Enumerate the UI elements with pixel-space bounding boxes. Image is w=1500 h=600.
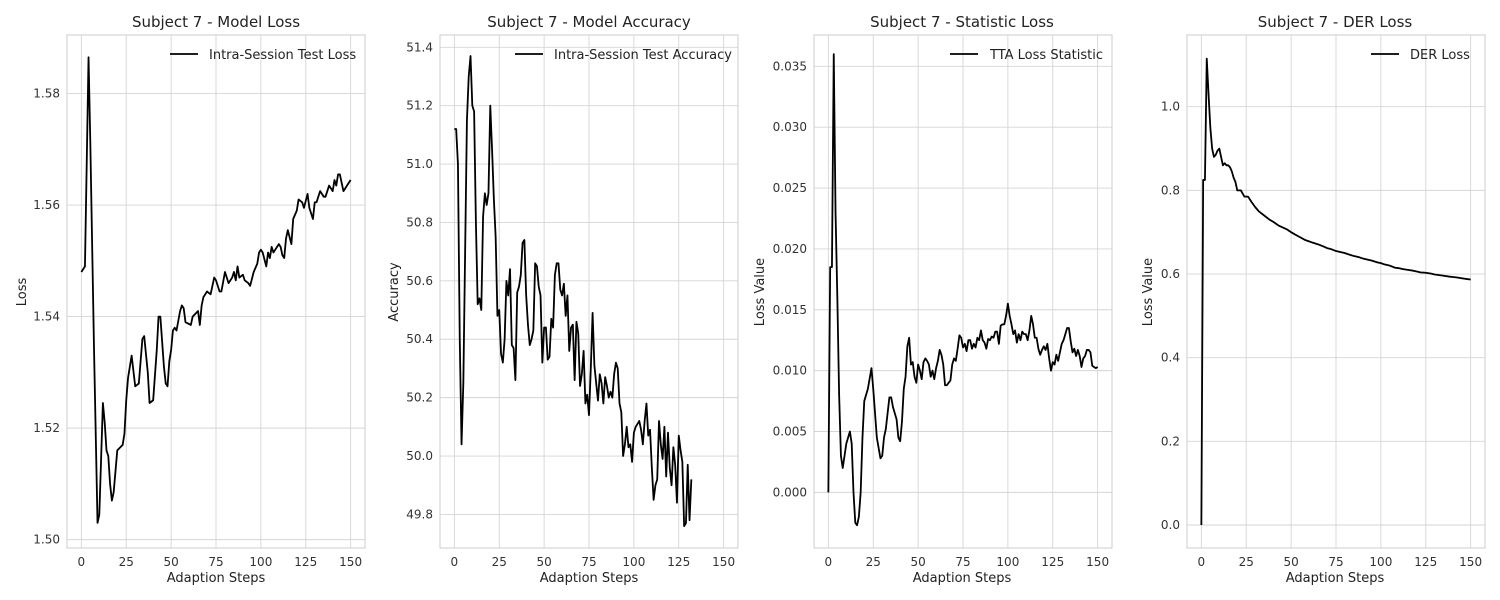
legend-label: DER Loss bbox=[1410, 48, 1470, 63]
y-tick-label: 0.000 bbox=[773, 485, 807, 499]
y-tick-label: 0.010 bbox=[773, 364, 807, 378]
legend-label: Intra-Session Test Loss bbox=[209, 48, 356, 63]
y-axis-label: Loss bbox=[15, 278, 30, 307]
x-axis-label: Adaption Steps bbox=[167, 571, 266, 586]
y-tick-label: 49.8 bbox=[406, 507, 433, 521]
y-tick-label: 1.58 bbox=[33, 87, 60, 101]
y-tick-label: 50.2 bbox=[406, 391, 433, 405]
series-line bbox=[827, 53, 1099, 527]
y-tick-label: 0.015 bbox=[773, 303, 807, 317]
x-tick-label: 50 bbox=[536, 555, 551, 569]
x-tick-label: 100 bbox=[249, 555, 272, 569]
x-tick-label: 25 bbox=[119, 555, 134, 569]
chart-title: Subject 7 - Model Loss bbox=[132, 13, 300, 31]
x-tick-label: 25 bbox=[1239, 555, 1254, 569]
subplot-der-loss: Subject 7 - DER Loss Adaption Steps Loss… bbox=[1141, 13, 1486, 586]
x-tick-label: 100 bbox=[1369, 555, 1392, 569]
x-tick-label: 50 bbox=[910, 555, 925, 569]
x-tick-label: 100 bbox=[622, 555, 645, 569]
x-tick-label: 0 bbox=[78, 555, 86, 569]
plot-frame bbox=[439, 34, 739, 549]
y-axis-label: Loss Value bbox=[1141, 258, 1156, 326]
plot-frame bbox=[1186, 34, 1486, 549]
y-tick-label: 50.0 bbox=[406, 449, 433, 463]
x-tick-label: 0 bbox=[451, 555, 459, 569]
y-tick-label: 0.2 bbox=[1161, 434, 1180, 448]
subplot-model-loss: Subject 7 - Model Loss Adaption Steps Lo… bbox=[15, 13, 366, 586]
x-tick-label: 75 bbox=[1328, 555, 1343, 569]
y-tick-label: 0.025 bbox=[773, 181, 807, 195]
y-tick-label: 50.8 bbox=[406, 215, 433, 229]
y-tick-label: 51.2 bbox=[406, 99, 433, 113]
y-tick-label: 50.6 bbox=[406, 274, 433, 288]
legend-label: TTA Loss Statistic bbox=[989, 48, 1103, 63]
x-tick-label: 150 bbox=[1459, 555, 1482, 569]
series-line bbox=[1200, 57, 1471, 526]
y-tick-label: 1.0 bbox=[1161, 100, 1180, 114]
y-axis-label: Accuracy bbox=[387, 262, 402, 322]
y-tick-label: 0.8 bbox=[1161, 183, 1180, 197]
x-axis-label: Adaption Steps bbox=[913, 571, 1012, 586]
x-tick-label: 100 bbox=[996, 555, 1019, 569]
x-tick-label: 125 bbox=[1414, 555, 1437, 569]
x-tick-label: 75 bbox=[581, 555, 596, 569]
y-tick-label: 1.54 bbox=[33, 310, 60, 324]
x-tick-label: 125 bbox=[667, 555, 690, 569]
y-tick-label: 1.50 bbox=[33, 533, 60, 547]
y-tick-label: 0.6 bbox=[1161, 267, 1180, 281]
x-tick-label: 150 bbox=[1086, 555, 1109, 569]
x-tick-label: 150 bbox=[339, 555, 362, 569]
x-tick-label: 0 bbox=[825, 555, 833, 569]
x-tick-label: 75 bbox=[208, 555, 223, 569]
x-tick-label: 50 bbox=[163, 555, 178, 569]
y-tick-label: 0.0 bbox=[1161, 518, 1180, 532]
series-line bbox=[80, 56, 352, 524]
plot-frame bbox=[813, 34, 1113, 549]
x-tick-label: 25 bbox=[866, 555, 881, 569]
x-tick-label: 50 bbox=[1283, 555, 1298, 569]
y-tick-label: 51.0 bbox=[406, 157, 433, 171]
x-axis-label: Adaption Steps bbox=[540, 571, 639, 586]
x-tick-label: 25 bbox=[492, 555, 507, 569]
series-line bbox=[454, 55, 693, 527]
subplot-statistic-loss: Subject 7 - Statistic Loss Adaption Step… bbox=[753, 13, 1113, 586]
x-tick-label: 0 bbox=[1198, 555, 1206, 569]
y-tick-label: 51.4 bbox=[406, 40, 433, 54]
chart-title: Subject 7 - DER Loss bbox=[1258, 13, 1413, 31]
x-tick-label: 150 bbox=[712, 555, 735, 569]
x-axis-label: Adaption Steps bbox=[1286, 571, 1385, 586]
y-tick-label: 50.4 bbox=[406, 332, 433, 346]
y-axis-label: Loss Value bbox=[753, 258, 768, 326]
y-tick-label: 0.035 bbox=[773, 59, 807, 73]
subplot-model-accuracy: Subject 7 - Model Accuracy Adaption Step… bbox=[387, 13, 739, 586]
chart-title: Subject 7 - Model Accuracy bbox=[487, 13, 691, 31]
chart-title: Subject 7 - Statistic Loss bbox=[870, 13, 1054, 31]
x-tick-label: 125 bbox=[294, 555, 317, 569]
y-tick-label: 0.030 bbox=[773, 120, 807, 134]
x-tick-label: 125 bbox=[1041, 555, 1064, 569]
y-tick-label: 0.4 bbox=[1161, 351, 1180, 365]
x-tick-label: 75 bbox=[955, 555, 970, 569]
plot-frame bbox=[66, 34, 366, 549]
y-tick-label: 1.56 bbox=[33, 198, 60, 212]
legend-label: Intra-Session Test Accuracy bbox=[554, 48, 732, 63]
y-tick-label: 0.020 bbox=[773, 242, 807, 256]
y-tick-label: 1.52 bbox=[33, 421, 60, 435]
y-tick-label: 0.005 bbox=[773, 424, 807, 438]
